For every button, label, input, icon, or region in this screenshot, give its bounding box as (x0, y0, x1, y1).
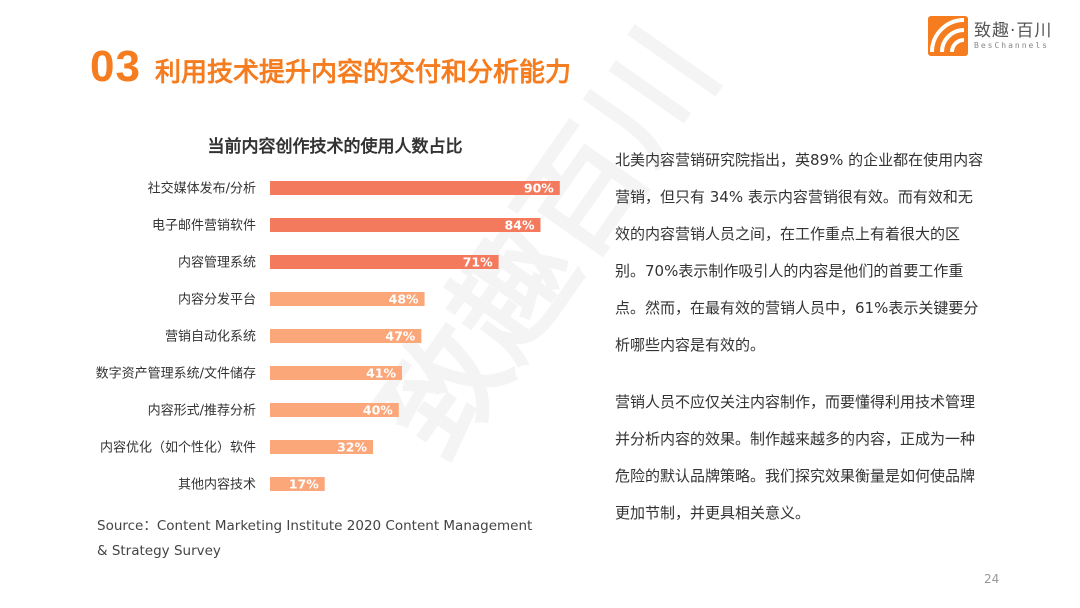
bar (270, 218, 541, 232)
category-label: 内容分发平台 (178, 292, 256, 308)
data-label: 84% (505, 218, 535, 233)
data-label: 17% (289, 477, 319, 492)
paragraph-2: 营销人员不应仅关注内容制作，而要懂得利用技术管理并分析内容的效果。制作越来越多的… (615, 393, 976, 522)
bar (270, 366, 403, 380)
data-label: 41% (366, 366, 396, 381)
category-label: 数字资产管理系统/文件储存 (96, 367, 256, 382)
bar (270, 329, 422, 343)
category-label: 内容优化（如个性化）软件 (100, 440, 256, 456)
slide-title: 03 利用技术提升内容的交付和分析能力 (90, 42, 571, 92)
chart-title: 当前内容创作技术的使用人数占比 (207, 137, 463, 157)
category-label: 社交媒体发布/分析 (148, 181, 256, 197)
bar (270, 292, 425, 306)
category-label: 电子邮件营销软件 (152, 219, 256, 234)
bar (270, 255, 499, 269)
logo-icon (928, 16, 968, 56)
data-label: 32% (337, 440, 367, 455)
category-label: 其他内容技术 (178, 477, 256, 493)
logo-name-cn: 致趣·百川 (974, 21, 1053, 41)
data-label: 48% (389, 292, 419, 307)
data-label: 40% (363, 403, 393, 418)
bar (270, 440, 374, 454)
bar (270, 477, 325, 491)
bar (270, 181, 560, 195)
data-label: 47% (385, 329, 415, 344)
category-label: 内容形式/推荐分析 (148, 403, 256, 419)
bar (270, 403, 399, 417)
data-label: 71% (463, 255, 493, 270)
source-note: Source：Content Marketing Institute 2020 … (97, 518, 533, 559)
category-label: 营销自动化系统 (165, 330, 256, 345)
section-number: 03 (90, 42, 141, 91)
brand-logo: 致趣·百川 BesChannels (928, 16, 1052, 56)
page-number: 24 (984, 572, 1000, 586)
logo-name-en: BesChannels (974, 41, 1049, 50)
category-label: 内容管理系统 (178, 255, 256, 271)
page-title: 利用技术提升内容的交付和分析能力 (154, 58, 571, 88)
data-label: 90% (524, 181, 554, 196)
paragraph-1: 北美内容营销研究院指出，英89% 的企业都在使用内容营销，但只有 34% 表示内… (615, 151, 984, 354)
